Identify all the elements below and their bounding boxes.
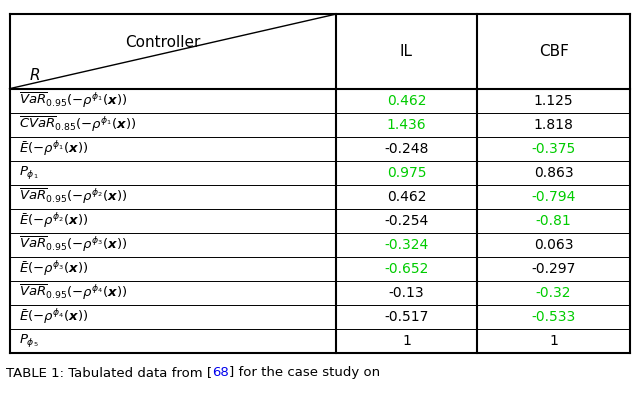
Text: -0.13: -0.13 bbox=[388, 286, 424, 300]
Text: $\overline{VaR}_{0.95}(-\rho^{\phi_3}(\boldsymbol{x}))$: $\overline{VaR}_{0.95}(-\rho^{\phi_3}(\b… bbox=[19, 235, 128, 254]
Text: -0.297: -0.297 bbox=[531, 262, 576, 276]
Text: 0.975: 0.975 bbox=[387, 166, 426, 180]
Text: -0.81: -0.81 bbox=[536, 214, 572, 228]
Text: -0.517: -0.517 bbox=[384, 310, 429, 324]
Text: -0.32: -0.32 bbox=[536, 286, 572, 300]
Text: ] for the case study on: ] for the case study on bbox=[229, 366, 380, 379]
Text: TABLE 1: Tabulated data from [: TABLE 1: Tabulated data from [ bbox=[6, 366, 212, 379]
Text: $\overline{CVaR}_{0.85}(-\rho^{\phi_1}(\boldsymbol{x}))$: $\overline{CVaR}_{0.85}(-\rho^{\phi_1}(\… bbox=[19, 115, 137, 134]
Text: $P_{\phi_5}$: $P_{\phi_5}$ bbox=[19, 332, 39, 349]
Text: 1.818: 1.818 bbox=[534, 118, 573, 132]
Text: $\bar{E}(-\rho^{\phi_3}(\boldsymbol{x}))$: $\bar{E}(-\rho^{\phi_3}(\boldsymbol{x}))… bbox=[19, 259, 88, 278]
Text: 1: 1 bbox=[549, 334, 558, 348]
Text: 68: 68 bbox=[212, 366, 229, 379]
Text: 0.063: 0.063 bbox=[534, 238, 573, 251]
Text: $\bar{E}(-\rho^{\phi_2}(\boldsymbol{x}))$: $\bar{E}(-\rho^{\phi_2}(\boldsymbol{x}))… bbox=[19, 211, 88, 230]
Text: $\overline{VaR}_{0.95}(-\rho^{\phi_4}(\boldsymbol{x}))$: $\overline{VaR}_{0.95}(-\rho^{\phi_4}(\b… bbox=[19, 283, 128, 302]
Text: 0.863: 0.863 bbox=[534, 166, 573, 180]
Text: -0.533: -0.533 bbox=[531, 310, 576, 324]
Text: 1.436: 1.436 bbox=[387, 118, 426, 132]
Text: 0.462: 0.462 bbox=[387, 93, 426, 108]
Text: IL: IL bbox=[400, 44, 413, 59]
Text: 1.125: 1.125 bbox=[534, 93, 573, 108]
Text: $\overline{VaR}_{0.95}(-\rho^{\phi_1}(\boldsymbol{x}))$: $\overline{VaR}_{0.95}(-\rho^{\phi_1}(\b… bbox=[19, 91, 128, 110]
Text: Controller: Controller bbox=[125, 35, 201, 50]
Text: 1: 1 bbox=[402, 334, 411, 348]
Text: -0.324: -0.324 bbox=[384, 238, 429, 251]
Text: -0.375: -0.375 bbox=[531, 141, 576, 156]
Text: $\overline{VaR}_{0.95}(-\rho^{\phi_2}(\boldsymbol{x}))$: $\overline{VaR}_{0.95}(-\rho^{\phi_2}(\b… bbox=[19, 187, 128, 206]
Text: $\bar{E}(-\rho^{\phi_1}(\boldsymbol{x}))$: $\bar{E}(-\rho^{\phi_1}(\boldsymbol{x}))… bbox=[19, 139, 88, 158]
Text: -0.254: -0.254 bbox=[384, 214, 429, 228]
Text: CBF: CBF bbox=[539, 44, 568, 59]
Text: -0.652: -0.652 bbox=[384, 262, 429, 276]
Text: 0.462: 0.462 bbox=[387, 190, 426, 204]
Text: -0.248: -0.248 bbox=[384, 141, 429, 156]
Text: $R$: $R$ bbox=[29, 66, 40, 83]
Text: -0.794: -0.794 bbox=[531, 190, 576, 204]
Text: $P_{\phi_1}$: $P_{\phi_1}$ bbox=[19, 164, 39, 181]
Text: $\bar{E}(-\rho^{\phi_4}(\boldsymbol{x}))$: $\bar{E}(-\rho^{\phi_4}(\boldsymbol{x}))… bbox=[19, 307, 88, 326]
